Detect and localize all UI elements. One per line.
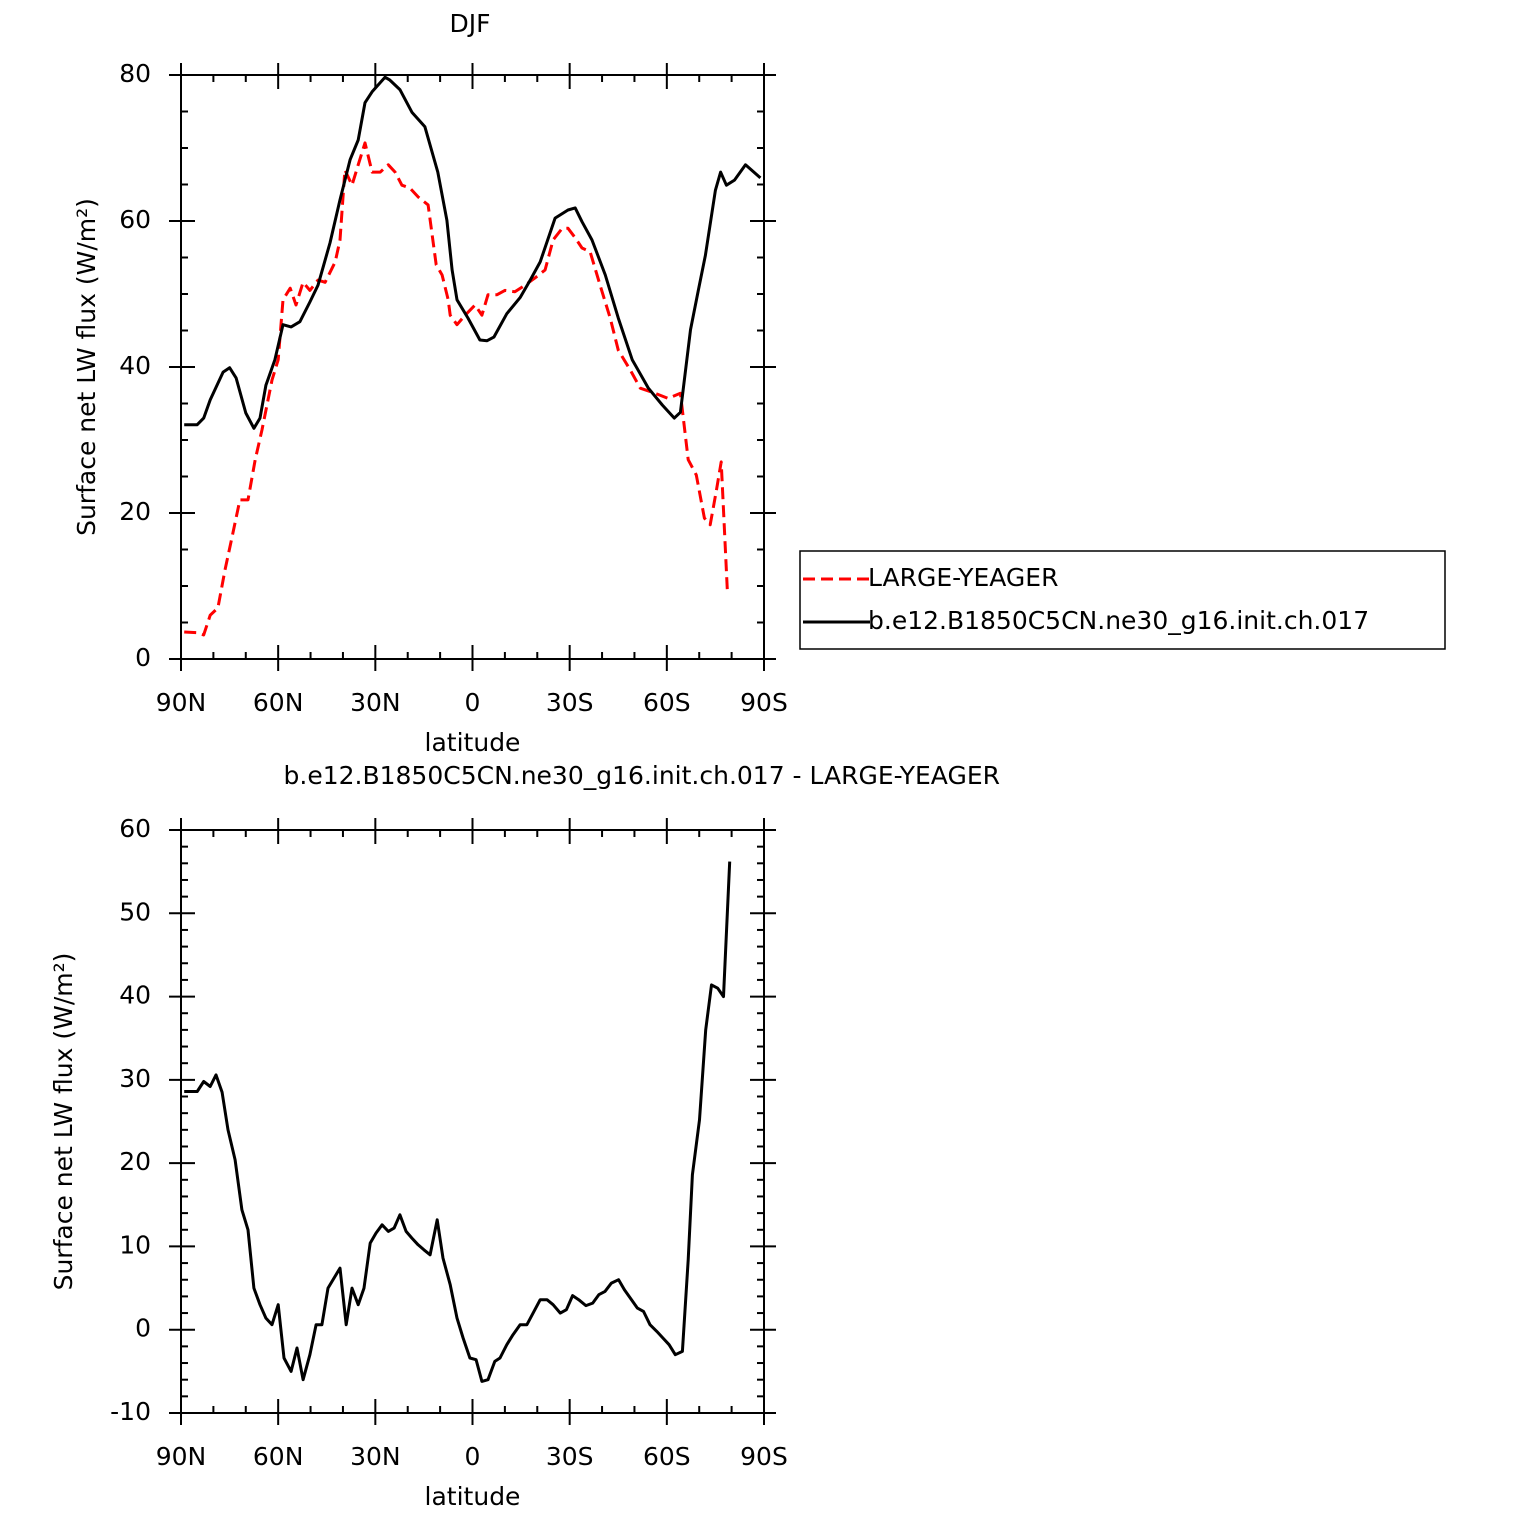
data-line: [184, 861, 732, 1383]
data-line: [184, 75, 762, 430]
x-tick-label: 30S: [546, 1442, 594, 1471]
x-tick-label: 90N: [156, 1442, 207, 1471]
chart-panel: DJF latitude Surface net LW flux (W/m²) 0 20…: [72, 9, 1446, 757]
y-tick-label: 60: [119, 814, 151, 843]
chart-panel: b.e12.B1850C5CN.ne30_g16.init.ch.017 - L…: [49, 761, 1000, 1511]
legend-box: [799, 550, 1446, 650]
y-axis-label: Surface net LW flux (W/m²): [72, 198, 101, 536]
x-tick-label: 0: [465, 688, 481, 717]
x-tick-label: 90N: [156, 688, 207, 717]
y-tick-label: 40: [119, 981, 151, 1010]
y-tick-label: 0: [135, 1314, 151, 1343]
x-tick-label: 30N: [350, 1442, 401, 1471]
y-tick-label: 10: [119, 1230, 151, 1259]
y-tick-label: 40: [119, 351, 151, 380]
plot-frame: [180, 829, 765, 1414]
legend-label: b.e12.B1850C5CN.ne30_g16.init.ch.017: [868, 606, 1369, 635]
y-axis-label: Surface net LW flux (W/m²): [49, 953, 78, 1291]
x-tick-label: 60S: [643, 688, 691, 717]
x-tick-label: 0: [465, 1442, 481, 1471]
chart-title: DJF: [449, 9, 490, 38]
y-tick-label: 20: [119, 1147, 151, 1176]
y-tick-label: -10: [110, 1397, 151, 1426]
x-tick-label: 90S: [740, 688, 788, 717]
chart-title: b.e12.B1850C5CN.ne30_g16.init.ch.017 - L…: [284, 761, 1000, 790]
legend: LARGE-YEAGER b.e12.B1850C5CN.ne30_g16.ini…: [799, 550, 1446, 650]
x-tick-label: 90S: [740, 1442, 788, 1471]
y-tick-label: 80: [119, 59, 151, 88]
y-tick-label: 0: [135, 643, 151, 672]
x-tick-label: 60N: [253, 1442, 304, 1471]
x-tick-label: 30S: [546, 688, 594, 717]
y-tick-label: 20: [119, 497, 151, 526]
y-tick-label: 60: [119, 205, 151, 234]
data-line: [184, 141, 729, 637]
y-tick-label: 50: [119, 897, 151, 926]
x-axis-label: latitude: [425, 728, 521, 757]
x-tick-label: 60N: [253, 688, 304, 717]
x-axis-label: latitude: [425, 1482, 521, 1511]
x-tick-label: 30N: [350, 688, 401, 717]
x-tick-label: 60S: [643, 1442, 691, 1471]
y-tick-label: 30: [119, 1064, 151, 1093]
plot-frame: [180, 74, 765, 660]
legend-label: LARGE-YEAGER: [868, 563, 1058, 592]
